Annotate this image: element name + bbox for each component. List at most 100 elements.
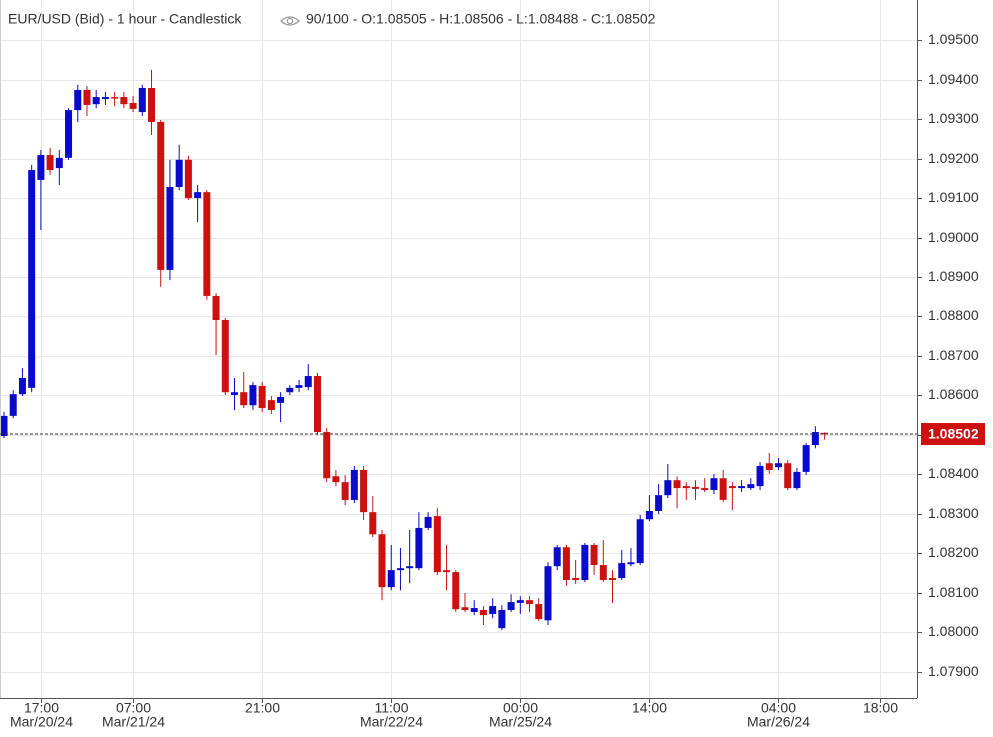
candle-body [129, 102, 137, 109]
candle-body [221, 319, 229, 393]
candle-body [240, 392, 248, 406]
candle-body [313, 376, 321, 433]
y-tick-label: 1.09300 [928, 110, 979, 126]
candle-body [590, 544, 598, 566]
y-tick-label: 1.08800 [928, 307, 979, 323]
candle-body [101, 97, 109, 100]
candle-body [369, 512, 377, 535]
candle-body [526, 600, 534, 605]
candle-body [719, 478, 727, 500]
candle-body [821, 432, 829, 435]
candle-body [756, 465, 764, 487]
candle-body [120, 97, 128, 105]
candle-body [83, 89, 91, 105]
candle-body [655, 495, 663, 511]
candle-body [452, 572, 460, 610]
candle-body [618, 563, 626, 579]
candle-body [231, 392, 238, 395]
candle-body [332, 476, 340, 483]
y-tick-label: 1.07900 [928, 663, 979, 679]
candle-body [323, 432, 331, 479]
candle-body [553, 547, 561, 567]
candle-body [249, 385, 257, 406]
candle-body [470, 608, 478, 612]
last-price-label: 1.08502 [928, 426, 979, 442]
candle-body [738, 486, 746, 489]
y-tick-label: 1.09200 [928, 150, 979, 166]
candle-body [0, 415, 8, 437]
candle-body [627, 562, 635, 565]
candle-body [784, 463, 792, 489]
candle-body [415, 527, 423, 569]
candle-body [507, 602, 515, 611]
x-date-label: Mar/21/24 [102, 714, 165, 730]
candle-body [166, 187, 174, 270]
candle-body [65, 110, 73, 158]
candle-body [802, 445, 810, 472]
candle-body [9, 394, 17, 416]
x-date-label: Mar/25/24 [489, 714, 552, 730]
candle-body [203, 192, 211, 296]
candle-body [55, 157, 63, 169]
candle-body [535, 604, 543, 620]
candle-body [645, 510, 653, 520]
candle-body [443, 570, 451, 573]
y-tick-label: 1.08700 [928, 347, 979, 363]
x-tick-label: 21:00 [245, 700, 280, 716]
candle-body [728, 486, 736, 489]
candle-body [692, 486, 699, 489]
candle-body [28, 170, 36, 388]
candle-body [258, 385, 266, 408]
candle-body [194, 192, 202, 199]
candle-body [46, 155, 54, 171]
x-date-label: Mar/22/24 [360, 714, 423, 730]
candle-body [544, 566, 552, 621]
chart-title: EUR/USD (Bid) - 1 hour - Candlestick [8, 11, 242, 27]
candle-body [811, 432, 819, 446]
candle-body [378, 534, 386, 588]
candle-body [387, 570, 395, 588]
candle-body [479, 610, 487, 616]
candle-body [461, 607, 469, 611]
candle-body [562, 547, 570, 581]
eye-icon [280, 16, 300, 26]
candle-body [360, 469, 368, 513]
candle-body [277, 396, 285, 403]
candle-body [774, 463, 782, 468]
y-tick-label: 1.09000 [928, 229, 979, 245]
x-tick-label: 00:00 [503, 700, 538, 716]
candle-body [636, 519, 644, 564]
candle-body [581, 544, 589, 581]
candle-body [304, 376, 312, 388]
candle-body [286, 387, 294, 393]
candle-body [747, 484, 755, 489]
candle-body [673, 480, 681, 489]
candle-body [572, 578, 580, 581]
candle-body [212, 295, 220, 320]
candle-body [793, 471, 801, 489]
candle-body [396, 568, 404, 571]
candle-body [92, 97, 100, 105]
candle-body [406, 566, 414, 569]
candle-body [74, 89, 82, 111]
candle-body [267, 400, 275, 410]
candle-body [175, 159, 183, 188]
candle-body [664, 480, 672, 496]
candle-body [350, 469, 358, 500]
y-tick-label: 1.08100 [928, 584, 979, 600]
candle-body [609, 578, 617, 581]
candle-body [138, 87, 146, 113]
y-tick-label: 1.09500 [928, 31, 979, 47]
x-tick-label: 18:00 [863, 700, 898, 716]
candle-body [18, 378, 26, 395]
x-tick-label: 07:00 [116, 700, 151, 716]
last-price-box [921, 423, 985, 446]
candle-body [341, 482, 349, 500]
candle-body [424, 516, 432, 528]
y-tick-label: 1.08400 [928, 465, 979, 481]
x-tick-label: 14:00 [632, 700, 667, 716]
x-tick-label: 04:00 [761, 700, 796, 716]
grid [0, 0, 917, 698]
y-tick-label: 1.09400 [928, 71, 979, 87]
